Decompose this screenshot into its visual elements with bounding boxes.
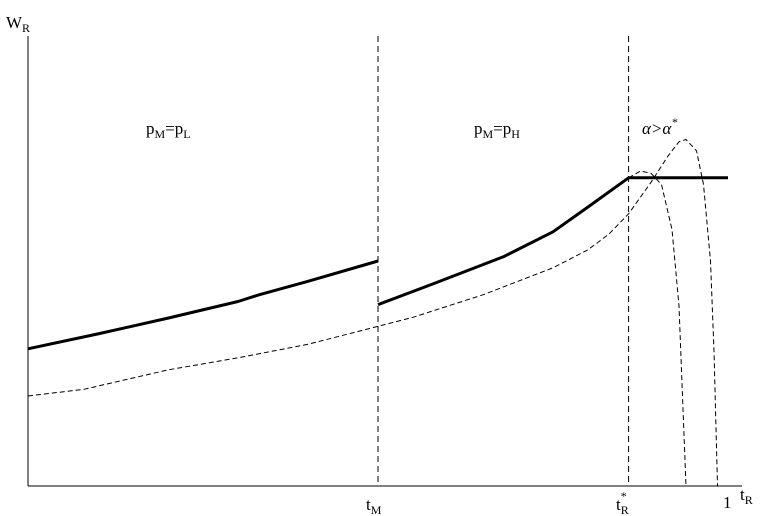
x-axis-label: tR [740,485,753,507]
dashed-curve-1-0 [27,139,718,487]
alpha-annotation: α>α* [642,115,677,138]
region-label-high: pM=pH [474,119,520,141]
solid-curve-0-0 [27,259,379,351]
x-tick-label-tr-star: t* R [616,489,629,516]
dashed-curve-2-0 [628,170,687,487]
plot-lines [27,36,728,487]
x-tick-label-tm: tM [366,495,382,516]
solid-curve-0-1 [377,176,728,307]
region-label-low: pM=pL [146,119,191,141]
y-axis-label: WR [6,13,30,35]
x-tick-label-one: 1 [723,493,732,512]
